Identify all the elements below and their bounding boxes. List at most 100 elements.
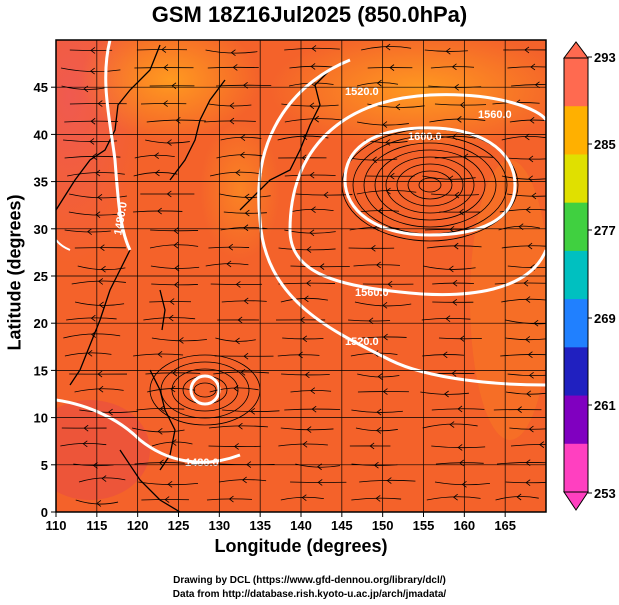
streamline-arrow bbox=[516, 493, 522, 501]
streamline-arrow bbox=[323, 191, 329, 199]
streamline-arrow bbox=[97, 370, 103, 378]
streamline-arrow bbox=[89, 138, 95, 145]
streamline-arrow bbox=[90, 117, 96, 125]
contour-label: 1520.0 bbox=[345, 336, 379, 348]
streamline-arrow bbox=[171, 82, 177, 90]
colorbar-tick-label: 277 bbox=[594, 223, 616, 238]
streamline-arrow bbox=[235, 169, 241, 177]
streamline bbox=[385, 156, 475, 214]
colorbar-tick-label: 253 bbox=[594, 486, 616, 501]
streamline-arrow bbox=[309, 229, 315, 237]
y-tick-label: 40 bbox=[34, 127, 48, 142]
x-tick-label: 130 bbox=[208, 518, 230, 533]
streamline-arrow bbox=[452, 279, 458, 287]
streamline-arrow bbox=[376, 79, 382, 87]
streamline-arrow bbox=[95, 169, 101, 177]
streamline-arrow bbox=[91, 153, 97, 160]
colorbar-segment bbox=[564, 106, 588, 155]
streamline-arrow bbox=[97, 193, 103, 201]
colorbar-segment bbox=[564, 395, 588, 445]
streamline bbox=[160, 361, 250, 419]
streamline-arrow bbox=[530, 63, 536, 71]
streamline-arrow bbox=[309, 171, 315, 179]
streamline-arrow bbox=[163, 64, 169, 71]
contour-label: 1560.0 bbox=[478, 109, 512, 121]
streamline-arrow bbox=[451, 63, 457, 71]
streamline-arrow bbox=[243, 224, 249, 232]
streamline-arrow bbox=[525, 479, 531, 486]
streamline-arrow bbox=[311, 405, 317, 413]
colorbar-tick-label: 269 bbox=[594, 311, 616, 326]
streamline-arrow bbox=[525, 206, 531, 214]
streamline-arrow bbox=[240, 134, 246, 142]
colorbar-segment bbox=[564, 347, 588, 397]
streamline-arrow bbox=[157, 207, 162, 215]
streamline-arrow bbox=[83, 424, 89, 432]
streamline-arrow bbox=[299, 316, 305, 324]
streamline-arrow bbox=[457, 444, 463, 451]
streamline-arrow bbox=[525, 296, 531, 303]
streamline-arrow bbox=[373, 461, 379, 469]
streamline-arrow bbox=[235, 281, 241, 288]
streamline-arrow bbox=[237, 316, 243, 324]
streamline-arrow bbox=[453, 242, 459, 250]
streamline-arrow bbox=[534, 81, 540, 89]
streamline-arrow bbox=[157, 350, 163, 358]
streamline-arrow bbox=[233, 443, 239, 450]
x-tick-label: 135 bbox=[249, 518, 271, 533]
streamline-arrow bbox=[243, 352, 249, 360]
streamline-arrow bbox=[98, 278, 104, 285]
streamline-arrow bbox=[457, 405, 463, 413]
streamline bbox=[407, 170, 453, 200]
colorbar-segment bbox=[564, 250, 588, 300]
streamline-arrow bbox=[389, 172, 395, 180]
streamline-arrow bbox=[228, 495, 234, 503]
streamline-arrow bbox=[161, 46, 167, 53]
streamline-arrow bbox=[87, 228, 92, 235]
streamline-arrow bbox=[95, 211, 101, 218]
streamline-arrow bbox=[459, 101, 465, 109]
streamline-arrow bbox=[526, 390, 532, 398]
streamline-arrow bbox=[97, 100, 103, 107]
colorbar: 293 285 277 269 261 253 bbox=[563, 41, 616, 511]
streamline-arrow bbox=[453, 493, 458, 501]
streamline-arrow bbox=[528, 425, 534, 433]
colorbar-tick-label: 285 bbox=[594, 137, 616, 152]
streamline-arrow bbox=[523, 279, 529, 287]
streamline-arrow bbox=[458, 208, 464, 216]
streamline-arrow bbox=[303, 295, 309, 303]
x-tick-label: 110 bbox=[46, 518, 67, 533]
streamline-arrow bbox=[395, 103, 401, 111]
streamline-arrow bbox=[173, 281, 179, 289]
streamline-arrow bbox=[368, 317, 374, 325]
streamline-arrow bbox=[164, 496, 170, 503]
streamline-arrow bbox=[90, 47, 96, 54]
streamline-arrow bbox=[452, 298, 458, 306]
contour-1600-high bbox=[343, 126, 517, 237]
colorbar-tick-label: 261 bbox=[594, 398, 616, 413]
streamline-arrow bbox=[244, 193, 250, 201]
height-contours bbox=[56, 40, 546, 464]
streamline-arrow bbox=[171, 439, 177, 446]
streamline-arrow bbox=[386, 477, 392, 484]
colorbar-segment bbox=[564, 58, 588, 107]
y-tick-label: 20 bbox=[34, 316, 48, 331]
streamline-arrow bbox=[309, 102, 315, 110]
streamline-arrow bbox=[306, 246, 312, 253]
streamline-arrow bbox=[382, 333, 388, 341]
streamline-arrow bbox=[443, 390, 449, 398]
streamline-arrow bbox=[389, 64, 395, 71]
streamline bbox=[78, 477, 126, 483]
streamline-arrow bbox=[377, 373, 383, 380]
streamline-arrow bbox=[454, 191, 460, 199]
y-tick-label: 5 bbox=[41, 458, 48, 473]
streamline-arrow bbox=[311, 45, 317, 52]
contour-label-group: 1520.0 1560.0 1600.0 1560.0 1520.0 1480.… bbox=[112, 86, 511, 469]
streamline-arrow bbox=[243, 297, 249, 305]
streamline-arrow bbox=[250, 408, 256, 415]
streamline-arrow bbox=[306, 279, 311, 287]
streamline bbox=[171, 368, 239, 412]
streamline-arrow bbox=[172, 369, 178, 377]
streamline-arrow bbox=[525, 336, 531, 343]
